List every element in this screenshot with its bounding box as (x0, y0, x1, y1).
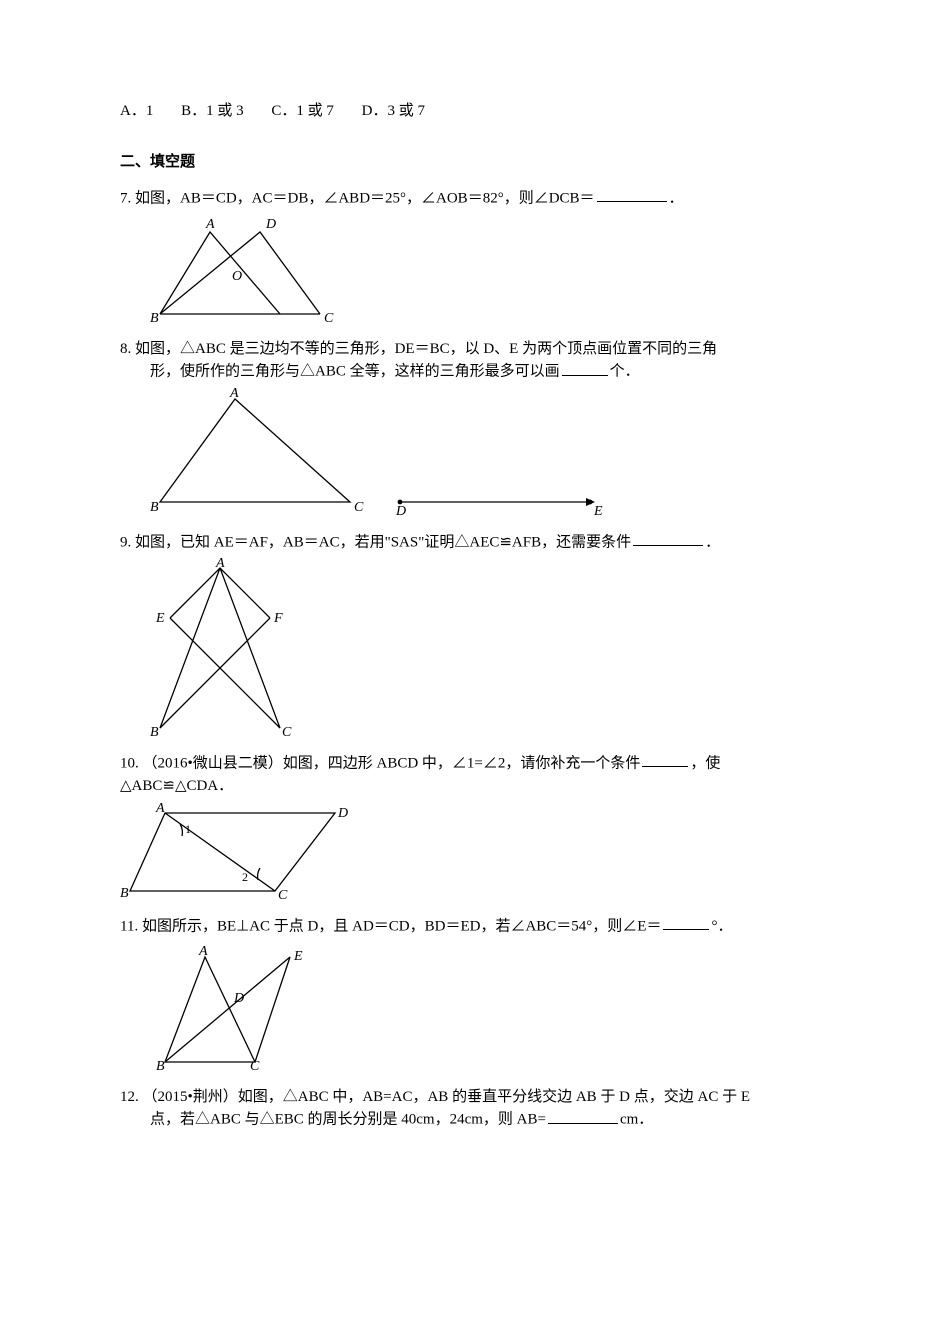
question-9: 9. 如图，已知 AE＝AF，AB＝AC，若用"SAS"证明△AEC≌AFB，还… (120, 531, 830, 738)
q10-label-C: C (278, 888, 288, 901)
q11-text-before: 如图所示，BE⊥AC 于点 D，且 AD＝CD，BD＝ED，若∠ABC＝54°，… (142, 918, 662, 934)
q7-label-A: A (205, 217, 215, 232)
question-8: 8. 如图，△ABC 是三边均不等的三角形，DE＝BC，以 D、E 为两个顶点画… (120, 338, 830, 517)
q8-label-E: E (593, 504, 603, 517)
q11-label-A: A (198, 944, 208, 959)
q7-text-before: 如图，AB＝CD，AC＝DB，∠ABD＝25°，∠AOB＝82°，则∠DCB＝ (135, 190, 595, 206)
q8-line2-after: 个． (610, 364, 640, 380)
q9-label-E: E (155, 611, 165, 626)
section-2-title: 二、填空题 (120, 151, 830, 174)
q11-label-B: B (156, 1059, 165, 1072)
q9-text-after: ． (705, 534, 720, 550)
q11-num: 11. (120, 918, 138, 934)
q7-label-D: D (265, 217, 276, 232)
opt-b: B．1 或 3 (181, 103, 244, 119)
q7-text-after: ． (669, 190, 684, 206)
q8-line2-before: 形，使所作的三角形与△ABC 全等，这样的三角形最多可以画 (150, 364, 560, 380)
q7-figure: A D B C O (150, 214, 830, 324)
q10-label-2: 2 (242, 870, 248, 884)
q8-label-C: C (354, 500, 364, 515)
q10-line1-before: （2016•微山县二模）如图，四边形 ABCD 中，∠1=∠2，请你补充一个条件 (143, 755, 641, 771)
q12-num: 12. (120, 1089, 139, 1105)
q8-figure: A B C D E (150, 387, 830, 517)
q7-label-C: C (324, 311, 334, 324)
q9-label-F: F (273, 611, 283, 626)
q7-label-O: O (232, 269, 242, 284)
q12-line2-after: cm． (620, 1112, 653, 1128)
q10-blank (642, 752, 688, 767)
opt-d: D．3 或 7 (362, 103, 425, 119)
q11-text-after: °． (711, 918, 732, 934)
q11-blank (663, 915, 709, 930)
q10-num: 10. (120, 755, 139, 771)
q8-label-A: A (229, 387, 239, 401)
question-10: 10. （2016•微山县二模）如图，四边形 ABCD 中，∠1=∠2，请你补充… (120, 752, 830, 901)
q12-line2-before: 点，若△ABC 与△EBC 的周长分别是 40cm，24cm，则 AB= (150, 1112, 546, 1128)
q7-label-B: B (150, 311, 159, 324)
q10-line2: △ABC≌△CDA． (120, 778, 233, 794)
q8-label-D: D (395, 504, 406, 517)
q8-blank (562, 360, 608, 375)
q6-options: A．1 B．1 或 3 C．1 或 7 D．3 或 7 (120, 100, 830, 123)
q10-label-1: 1 (185, 822, 191, 836)
q9-blank (633, 531, 703, 546)
question-7: 7. 如图，AB＝CD，AC＝DB，∠ABD＝25°，∠AOB＝82°，则∠DC… (120, 187, 830, 324)
q11-label-D: D (233, 991, 244, 1006)
q11-figure: A E D B C (150, 942, 830, 1072)
opt-c: C．1 或 7 (271, 103, 334, 119)
q9-label-A: A (215, 558, 225, 571)
q9-label-B: B (150, 725, 159, 738)
q10-label-A: A (155, 801, 165, 816)
q8-label-B: B (150, 500, 159, 515)
q9-text-before: 如图，已知 AE＝AF，AB＝AC，若用"SAS"证明△AEC≌AFB，还需要条… (135, 534, 631, 550)
q10-label-B: B (120, 886, 129, 901)
q10-label-D: D (337, 806, 348, 821)
q8-num: 8. (120, 341, 131, 357)
q9-num: 9. (120, 534, 131, 550)
q10-figure: A D B C 1 2 (120, 801, 830, 901)
q11-label-C: C (250, 1059, 260, 1072)
q11-label-E: E (293, 949, 303, 964)
q12-blank (548, 1108, 618, 1123)
question-12: 12. （2015•荆州）如图，△ABC 中，AB=AC，AB 的垂直平分线交边… (120, 1086, 830, 1131)
q9-figure: A E F B C (150, 558, 830, 738)
opt-a: A．1 (120, 103, 153, 119)
q9-label-C: C (282, 725, 292, 738)
question-11: 11. 如图所示，BE⊥AC 于点 D，且 AD＝CD，BD＝ED，若∠ABC＝… (120, 915, 830, 1072)
q7-num: 7. (120, 190, 131, 206)
q10-line1-after: ，使 (690, 755, 720, 771)
q8-line1: 如图，△ABC 是三边均不等的三角形，DE＝BC，以 D、E 为两个顶点画位置不… (135, 341, 717, 357)
q7-blank (597, 187, 667, 202)
q12-line1: （2015•荆州）如图，△ABC 中，AB=AC，AB 的垂直平分线交边 AB … (143, 1089, 751, 1105)
